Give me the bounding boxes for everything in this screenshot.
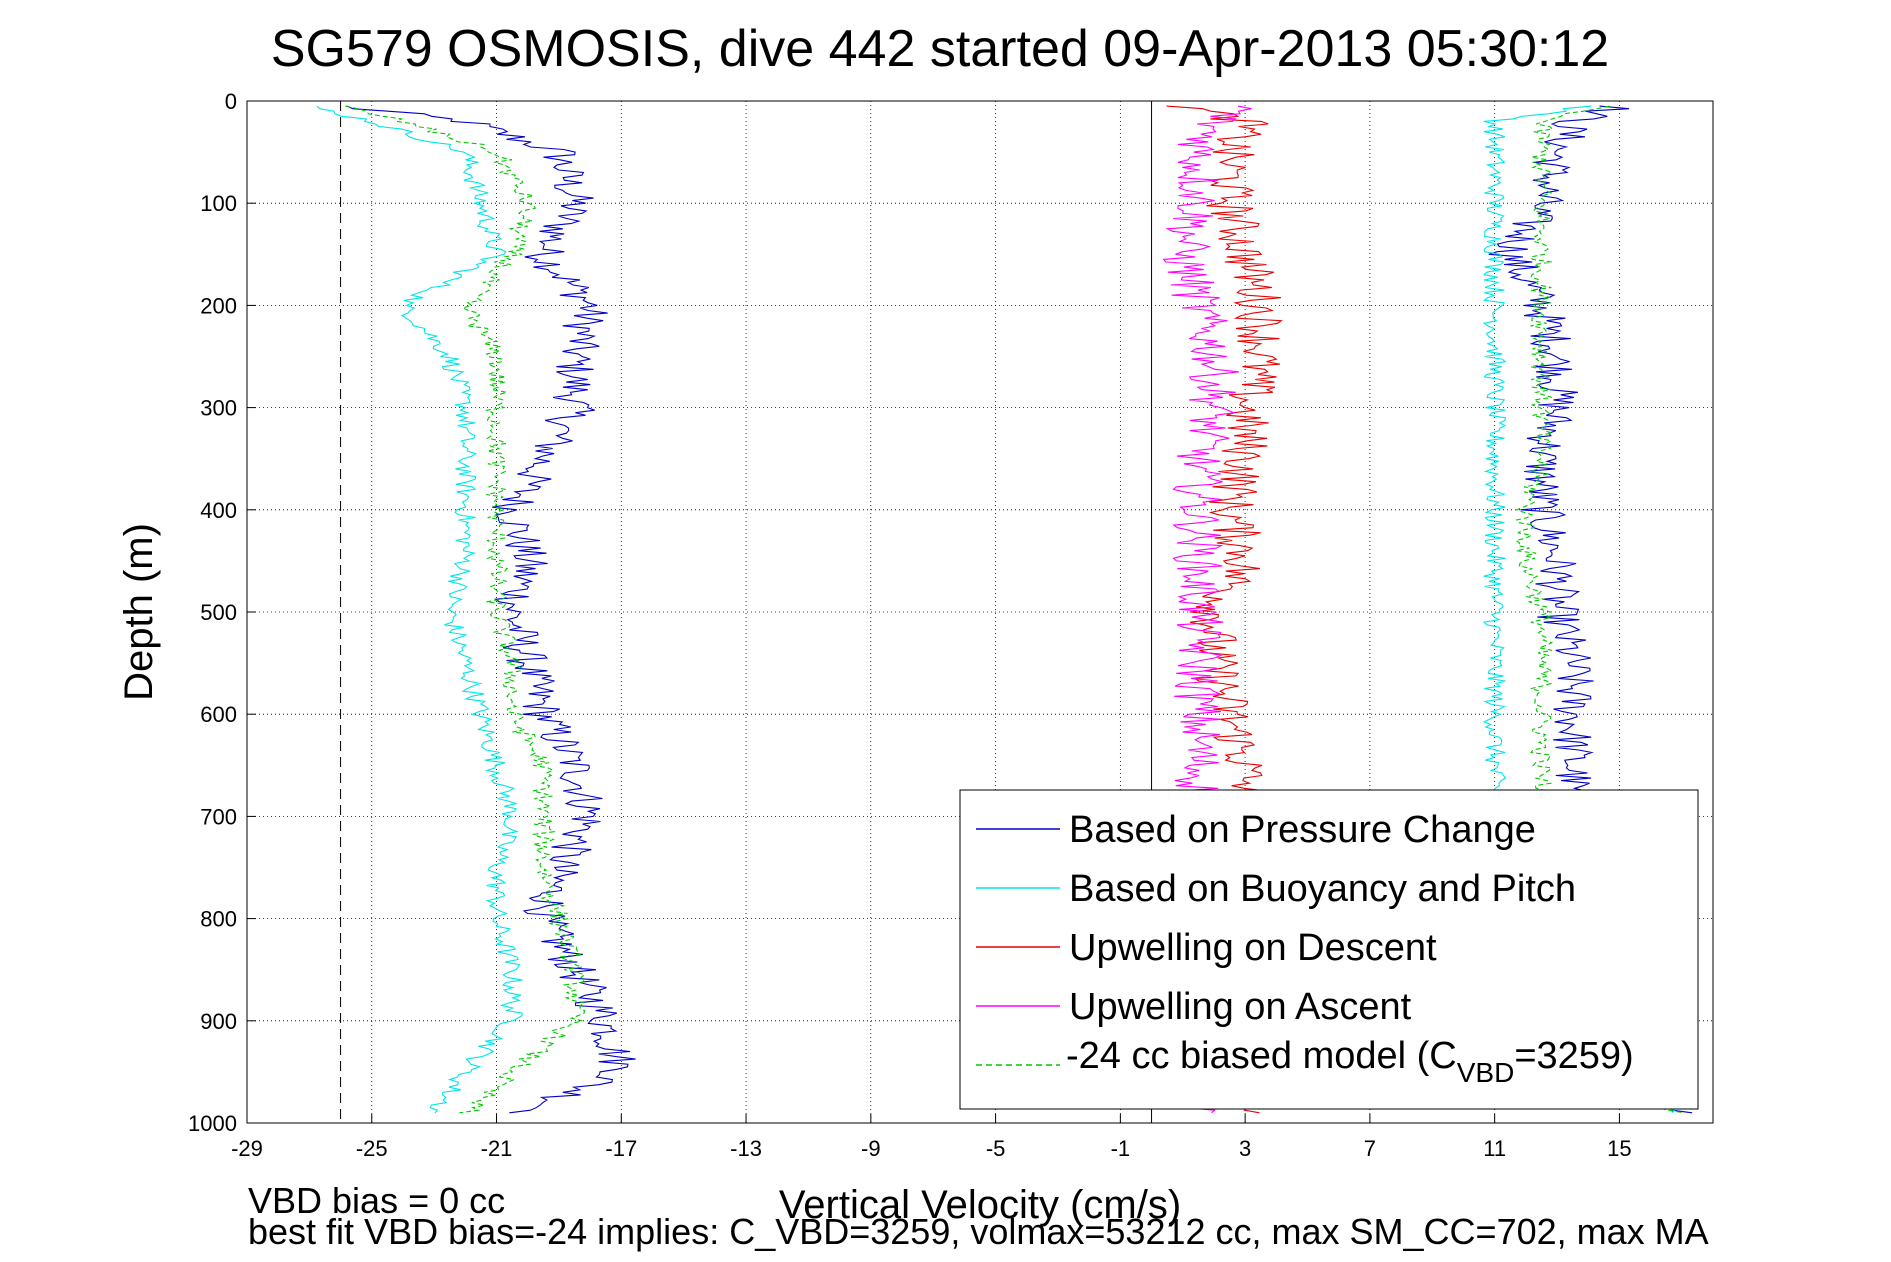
x-tick-label: 3 [1239,1136,1251,1161]
x-tick-label: 7 [1364,1136,1376,1161]
legend-box [959,789,1699,1110]
x-tick-label: -29 [231,1136,263,1161]
chart-title: SG579 OSMOSIS, dive 442 started 09-Apr-2… [271,20,1609,78]
x-tick-labels: -29 -25 -21 -17 -13 -9 -5 -1 3 7 11 15 [231,1136,1632,1161]
x-tick-label: 11 [1483,1136,1506,1161]
y-tick-label: 100 [200,191,237,216]
y-tick-label: 900 [200,1009,237,1034]
x-tick-label: -13 [730,1136,762,1161]
x-tick-label: -5 [986,1136,1006,1161]
series-4-ascent-line [1514,105,1685,1114]
x-tick-label: -9 [861,1136,881,1161]
y-tick-label: 800 [200,907,237,932]
series-1-descent-line [316,105,523,1114]
x-tick-label: -21 [481,1136,513,1161]
legend-label-model: -24 cc biased model (CVBD=3259) [1066,1035,1634,1088]
legend-model-prefix: -24 cc biased model (C [1066,1035,1457,1077]
y-axis-label: Depth (m) [117,523,161,701]
legend: Based on Pressure Change Based on Buoyan… [959,789,1699,1110]
x-tick-label: -25 [356,1136,388,1161]
y-tick-label: 300 [200,396,237,421]
y-tick-labels: 0 100 200 300 400 500 600 700 800 900 1000 [188,89,237,1136]
y-tick-label: 200 [200,293,237,318]
legend-model-suffix: =3259) [1514,1035,1633,1077]
x-tick-label: -1 [1111,1136,1131,1161]
x-axis-label: Vertical Velocity (cm/s) [779,1183,1181,1227]
y-tick-label: 700 [200,804,237,829]
legend-model-sub: VBD [1457,1057,1515,1088]
footer-line-1: VBD bias = 0 cc [248,1180,505,1221]
x-tick-label: 15 [1607,1136,1631,1161]
series-4-descent-line [344,105,586,1114]
legend-label-pressure: Based on Pressure Change [1069,809,1536,851]
y-tick-label: 1000 [188,1111,237,1136]
y-tick-label: 500 [200,600,237,625]
legend-label-descent: Upwelling on Descent [1069,927,1437,969]
legend-label-buoyancy: Based on Buoyancy and Pitch [1069,868,1576,910]
legend-label-ascent: Upwelling on Ascent [1069,986,1412,1028]
footer-line-2: best fit VBD bias=-24 implies: C_VBD=325… [248,1211,1709,1252]
y-tick-label: 0 [225,89,237,114]
x-tick-label: -17 [605,1136,637,1161]
y-tick-label: 400 [200,498,237,523]
plot-frame [246,100,1714,1124]
y-tick-label: 600 [200,702,237,727]
